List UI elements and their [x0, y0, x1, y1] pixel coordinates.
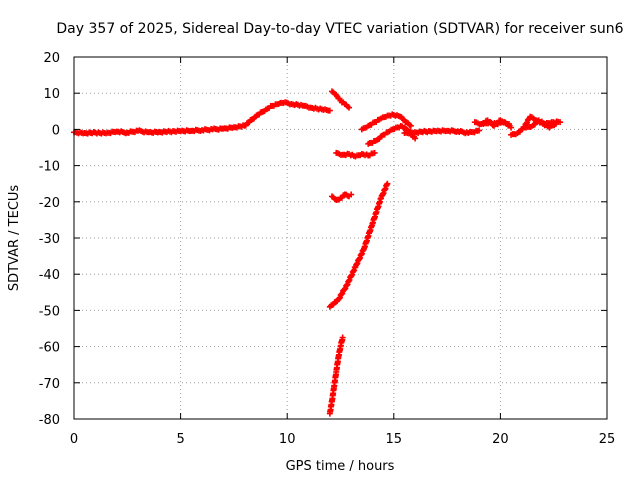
data-point [339, 334, 346, 341]
y-tick-label: 20 [43, 51, 60, 66]
grid-lines [74, 57, 607, 419]
chart-title: Day 357 of 2025, Sidereal Day-to-day VTE… [56, 21, 623, 37]
y-tick-label: -70 [39, 377, 60, 392]
x-tick-label: 25 [599, 432, 616, 447]
x-tick-label: 20 [492, 432, 509, 447]
x-axis-title: GPS time / hours [286, 459, 395, 474]
data-point [505, 120, 512, 127]
data-point [348, 191, 355, 198]
data-point [384, 180, 391, 187]
data-point [476, 127, 483, 134]
y-tick-label: -60 [39, 341, 60, 356]
data-point [508, 124, 515, 131]
y-tick-label: -30 [39, 232, 60, 247]
data-point [557, 119, 564, 126]
axis-ticks [73, 56, 608, 420]
x-tick-label: 5 [176, 432, 184, 447]
y-tick-label: 0 [52, 123, 60, 138]
x-tick-label: 15 [386, 432, 403, 447]
data-point [412, 135, 419, 142]
plot-frame [73, 56, 608, 420]
data-point [326, 107, 333, 114]
y-tick-label: -20 [39, 196, 60, 211]
data-points [71, 88, 564, 417]
x-tick-label: 0 [70, 432, 78, 447]
data-point [407, 122, 414, 129]
y-tick-label: -50 [39, 304, 60, 319]
y-axis-title: SDTVAR / TECUs [7, 185, 22, 292]
y-tick-label: -10 [39, 160, 60, 175]
y-tick-label: -80 [39, 413, 60, 428]
y-tick-label: 10 [43, 87, 60, 102]
x-tick-label: 10 [279, 432, 296, 447]
y-tick-label: -40 [39, 268, 60, 283]
data-point [346, 104, 353, 111]
data-point [371, 149, 378, 156]
tick-labels: 0 5 10 15 20 25 20 10 0 -10 -20 -30 -40 -50 -60 -70 -80 [39, 51, 616, 447]
